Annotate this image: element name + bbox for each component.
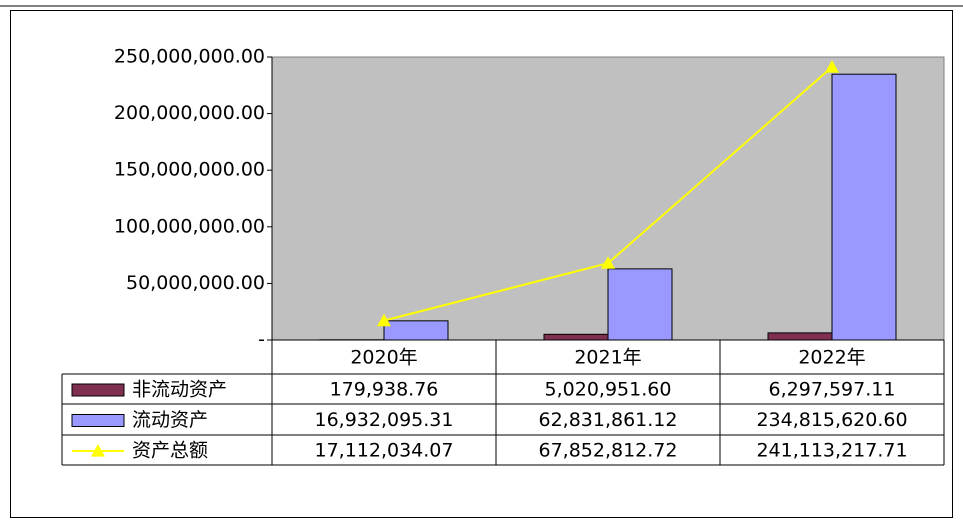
bar bbox=[384, 321, 448, 340]
table-value: 5,020,951.60 bbox=[545, 379, 672, 401]
y-tick-label: 200,000,000.00 bbox=[114, 102, 265, 124]
x-tick-label: 2020年 bbox=[350, 347, 417, 369]
legend-label: 流动资产 bbox=[132, 409, 208, 431]
bar bbox=[768, 333, 832, 340]
table-value: 6,297,597.11 bbox=[769, 379, 896, 401]
y-tick-label: - bbox=[258, 329, 265, 351]
table-value: 67,852,812.72 bbox=[538, 440, 677, 462]
bar bbox=[832, 74, 896, 340]
table-value: 241,113,217.71 bbox=[756, 440, 907, 462]
table-value: 16,932,095.31 bbox=[314, 409, 453, 431]
bar bbox=[544, 334, 608, 340]
legend-label: 资产总额 bbox=[132, 440, 208, 462]
legend-key bbox=[72, 415, 124, 427]
table-value: 234,815,620.60 bbox=[756, 409, 907, 431]
legend-label: 非流动资产 bbox=[132, 379, 227, 401]
bar bbox=[608, 269, 672, 340]
y-tick-label: 250,000,000.00 bbox=[114, 46, 265, 68]
y-tick-label: 100,000,000.00 bbox=[114, 215, 265, 237]
y-tick-label: 150,000,000.00 bbox=[114, 159, 265, 181]
table-value: 17,112,034.07 bbox=[314, 440, 453, 462]
table-value: 62,831,861.12 bbox=[538, 409, 677, 431]
table-value: 179,938.76 bbox=[330, 379, 439, 401]
legend-key bbox=[72, 384, 124, 396]
x-tick-label: 2021年 bbox=[574, 347, 641, 369]
x-tick-label: 2022年 bbox=[798, 347, 865, 369]
y-tick-label: 50,000,000.00 bbox=[126, 272, 265, 294]
